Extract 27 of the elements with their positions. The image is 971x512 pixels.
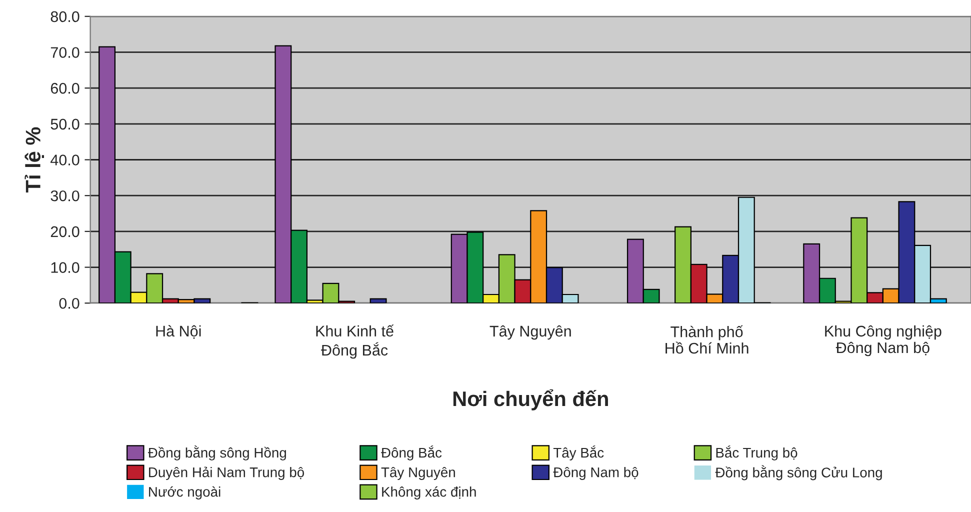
legend-label: Đồng bằng sông Hồng xyxy=(148,445,286,460)
y-axis-title: Tỉ lệ % xyxy=(24,127,44,193)
legend-label: Đông Bắc xyxy=(381,445,442,460)
legend-label: Đồng bằng sông Cửu Long xyxy=(715,465,882,480)
legend-label: Đông Nam bộ xyxy=(553,466,638,480)
y-tick-label: 40.0 xyxy=(50,154,80,166)
y-tick-label: 0.0 xyxy=(59,298,80,309)
x-tick-label: Khu Kinh tế Đông Bắc xyxy=(316,324,394,359)
legend-label: Bắc Trung bộ xyxy=(716,445,798,460)
legend-label: Tây Nguyên xyxy=(381,466,455,480)
y-tick-label: 20.0 xyxy=(50,226,80,238)
y-tick-label: 70.0 xyxy=(50,47,80,58)
y-tick-label: 60.0 xyxy=(50,82,80,94)
legend-label: Không xác định xyxy=(382,486,476,500)
y-tick-label: 10.0 xyxy=(51,262,80,273)
x-tick-label: Tây Nguyên xyxy=(490,325,571,340)
x-tick-label: Thành phố Hồ Chí Minh xyxy=(666,325,748,354)
y-tick-label: 50.0 xyxy=(50,118,80,130)
bar xyxy=(370,298,387,304)
x-tick-label: Hà Nội xyxy=(156,325,201,339)
legend-label: Duyên Hải Nam Trung bộ xyxy=(149,466,304,480)
y-tick-label: 30.0 xyxy=(50,190,80,202)
legend-label: Tây Bắc xyxy=(553,445,604,460)
y-tick-label: 80.0 xyxy=(50,11,80,22)
legend-label: Nước ngoài xyxy=(149,486,220,500)
x-tick-label: Khu Công nghiệp Đông Nam bộ xyxy=(825,325,942,356)
x-axis-title: Nơi chuyển đến xyxy=(453,389,608,410)
